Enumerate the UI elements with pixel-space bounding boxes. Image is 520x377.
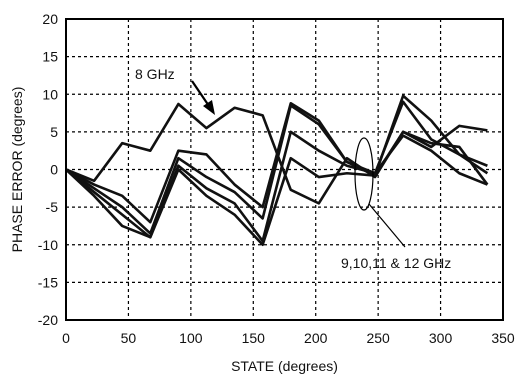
series-line-2 (65, 94, 489, 224)
y-tick-label: -20 (38, 312, 58, 328)
grid (66, 19, 503, 320)
x-tick-label: 200 (304, 330, 328, 346)
annotation-multi-leader (368, 203, 406, 248)
series-line-3 (65, 100, 488, 235)
x-axis-label: STATE (degrees) (231, 358, 338, 374)
x-tick-label: 50 (121, 330, 137, 346)
y-tick-label: -5 (46, 199, 59, 215)
x-tick-labels: 0 50 100 150 200 250 300 350 (62, 330, 515, 346)
x-tick-label: 350 (491, 330, 515, 346)
x-tick-label: 300 (429, 330, 453, 346)
y-axis-label: PHASE ERROR (degrees) (9, 87, 25, 253)
plot-frame (65, 18, 504, 321)
y-tick-label: 20 (42, 11, 58, 27)
y-tick-label: 15 (42, 49, 58, 65)
y-tick-labels: 20 15 10 5 0 -5 -10 -15 -20 (38, 11, 58, 328)
annotations: 8 GHz 9,10,11 & 12 GHz (135, 66, 451, 271)
x-tick-label: 100 (179, 330, 203, 346)
annotation-8ghz-arrow-head (203, 100, 215, 115)
y-tick-label: 5 (50, 124, 58, 140)
x-tick-label: 250 (366, 330, 390, 346)
series-line-5 (65, 130, 489, 247)
annotation-8ghz: 8 GHz (135, 66, 175, 82)
y-tick-label: 10 (42, 86, 58, 102)
x-tick-label: 150 (242, 330, 266, 346)
series-line-4 (65, 130, 488, 243)
y-tick-label: 0 (50, 162, 58, 178)
annotation-multi-ghz: 9,10,11 & 12 GHz (341, 255, 451, 271)
x-tick-label: 0 (62, 330, 70, 346)
annotation-ellipse (354, 137, 374, 211)
y-tick-label: -15 (38, 274, 58, 290)
series-group (65, 94, 489, 247)
y-tick-label: -10 (38, 237, 58, 253)
